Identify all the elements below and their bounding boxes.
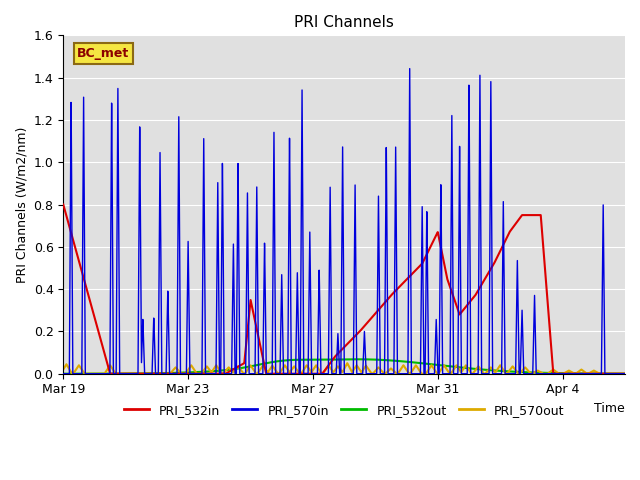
Title: PRI Channels: PRI Channels [294, 15, 394, 30]
PRI_570in [274, 371, 282, 377]
PRI_570in [522, 371, 529, 377]
PRI_532out [161, 370, 169, 376]
PRI_570out [60, 367, 67, 372]
PRI_532in [60, 202, 67, 207]
PRI_532out [621, 371, 629, 376]
PRI_532in [522, 212, 529, 218]
PRI_570out [161, 371, 169, 377]
Text: BC_met: BC_met [77, 47, 129, 60]
PRI_532out [522, 369, 529, 375]
PRI_532in [396, 283, 404, 289]
PRI_570out [621, 371, 629, 377]
PRI_532in [621, 371, 629, 377]
PRI_532out [396, 358, 404, 364]
PRI_532out [60, 371, 67, 377]
PRI_532out [274, 359, 282, 364]
PRI_532in [425, 248, 433, 253]
PRI_532in [274, 371, 282, 377]
Legend: PRI_532in, PRI_570in, PRI_532out, PRI_570out: PRI_532in, PRI_570in, PRI_532out, PRI_57… [118, 398, 570, 421]
PRI_570out [397, 367, 404, 373]
Line: PRI_570out: PRI_570out [63, 363, 625, 374]
PRI_570in [396, 371, 404, 377]
PRI_532in [161, 371, 169, 377]
PRI_570out [425, 366, 433, 372]
Line: PRI_532in: PRI_532in [63, 204, 625, 374]
Line: PRI_532out: PRI_532out [63, 360, 625, 374]
PRI_532out [479, 367, 486, 372]
PRI_570in [425, 371, 433, 377]
PRI_570in [161, 371, 169, 377]
Y-axis label: PRI Channels (W/m2/nm): PRI Channels (W/m2/nm) [15, 126, 28, 283]
PRI_570out [344, 360, 351, 366]
X-axis label: Time: Time [595, 402, 625, 415]
PRI_570in [406, 66, 413, 72]
Line: PRI_570in: PRI_570in [63, 69, 625, 374]
PRI_570in [621, 371, 629, 377]
PRI_532out [354, 357, 362, 362]
PRI_570out [479, 369, 486, 375]
PRI_532out [425, 361, 433, 367]
PRI_570in [479, 371, 486, 377]
PRI_570out [68, 371, 76, 377]
PRI_532in [106, 371, 114, 377]
PRI_570out [522, 365, 529, 371]
PRI_570in [60, 371, 67, 377]
PRI_570out [274, 371, 282, 377]
PRI_532in [479, 280, 486, 286]
